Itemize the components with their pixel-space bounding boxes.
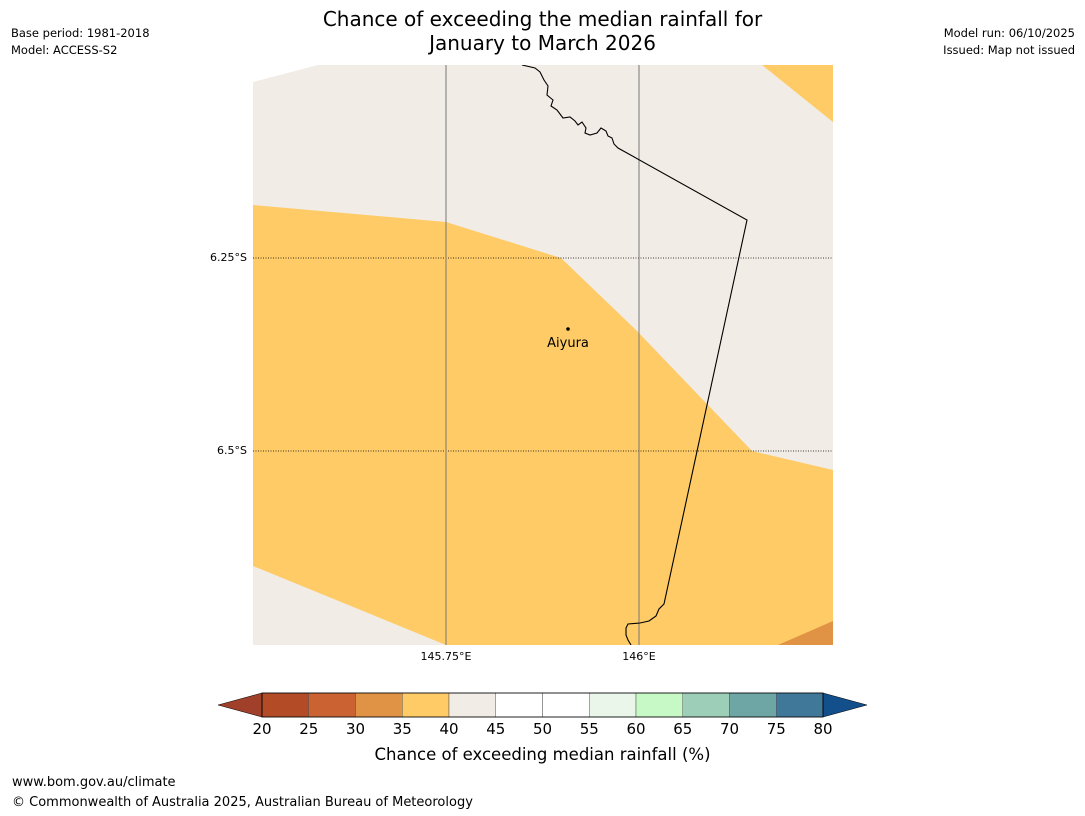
colorbar-segment-40-45 — [448, 692, 496, 718]
lon-label-145-75e: 145.75°E — [420, 650, 472, 663]
title-line-1: Chance of exceeding the median rainfall … — [322, 7, 763, 31]
colorbar-segment-45-50 — [495, 692, 543, 718]
province-boundary — [521, 65, 748, 645]
colorbar-tick-50: 50 — [532, 720, 553, 738]
colorbar-tick-35: 35 — [392, 720, 412, 738]
lon-label-146e: 146°E — [622, 650, 656, 663]
colorbar-tick-80: 80 — [813, 720, 833, 738]
colorbar-tick-75: 75 — [766, 720, 786, 738]
colorbar-under-arrow — [217, 692, 263, 718]
city-label-aiyura: Aiyura — [547, 336, 589, 351]
aiyura-marker — [566, 327, 570, 331]
region-35-40-top-right — [762, 65, 833, 122]
colorbar-tick-25: 25 — [299, 720, 319, 738]
colorbar-tick-70: 70 — [719, 720, 740, 738]
meta-right: Model run: 06/10/2025 Issued: Map not is… — [943, 25, 1075, 59]
colorbar-over-arrow — [822, 692, 868, 718]
colorbar-outline — [261, 692, 824, 718]
colorbar-tick-40: 40 — [439, 720, 459, 738]
lat-label-6-25s: 6.25°S — [210, 251, 247, 264]
title-line-2: January to March 2026 — [429, 31, 656, 55]
colorbar-segment-25-30 — [308, 692, 356, 718]
colorbar-segment-75-80 — [776, 692, 824, 718]
map-title: Chance of exceeding the median rainfall … — [0, 7, 1085, 55]
colorbar-segment-65-70 — [682, 692, 730, 718]
colorbar-label: Chance of exceeding median rainfall (%) — [374, 745, 711, 764]
region-30-35-percent — [778, 621, 833, 645]
colorbar-tick-20: 20 — [252, 720, 272, 738]
colorbar-segment-55-60 — [589, 692, 637, 718]
model-run-text: Model run: 06/10/2025 — [943, 26, 1075, 40]
colorbar-segment-35-40 — [402, 692, 450, 718]
colorbar-segment-20-25 — [261, 692, 309, 718]
footer-copyright: © Commonwealth of Australia 2025, Austra… — [12, 795, 473, 810]
meta-left: Base period: 1981-2018 Model: ACCESS-S2 — [11, 25, 150, 59]
model-text: Model: ACCESS-S2 — [11, 43, 118, 57]
colorbar-tick-45: 45 — [486, 720, 506, 738]
lat-label-6-5s: 6.5°S — [217, 444, 247, 457]
colorbar-segment-30-35 — [355, 692, 403, 718]
colorbar-segment-60-65 — [635, 692, 683, 718]
issued-text: Issued: Map not issued — [943, 43, 1075, 57]
colorbar-tick-30: 30 — [345, 720, 366, 738]
colorbar-segment-70-75 — [729, 692, 777, 718]
footer-url[interactable]: www.bom.gov.au/climate — [12, 775, 176, 790]
colorbar-tick-65: 65 — [673, 720, 693, 738]
region-35-40-percent — [253, 205, 833, 645]
base-period-text: Base period: 1981-2018 — [11, 26, 150, 40]
colorbar-tick-55: 55 — [579, 720, 599, 738]
colorbar-segment-50-55 — [542, 692, 590, 718]
colorbar-tick-60: 60 — [626, 720, 646, 738]
